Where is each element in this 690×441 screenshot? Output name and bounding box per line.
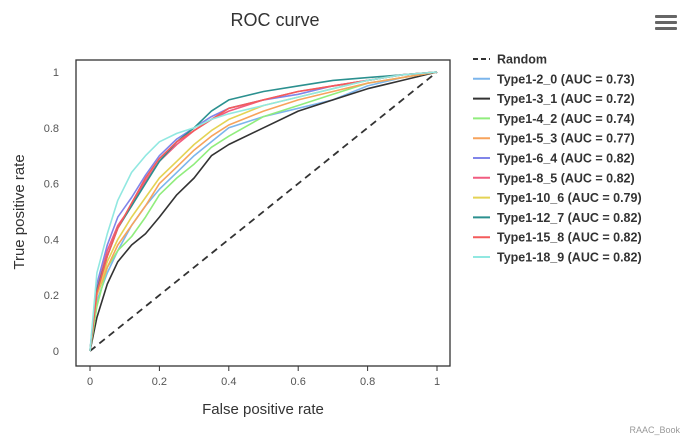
legend-item-5[interactable]: Type1-6_4 (AUC = 0.82): [497, 152, 635, 166]
series-line-1: [89, 71, 438, 352]
credits-label: RAAC_Book: [629, 425, 680, 435]
legend-item-10[interactable]: Type1-18_9 (AUC = 0.82): [497, 251, 642, 265]
y-tick-label: 0: [53, 346, 59, 358]
y-tick-label: 0.2: [44, 290, 59, 302]
legend-item-6[interactable]: Type1-8_5 (AUC = 0.82): [497, 171, 635, 185]
y-tick-label: 0.4: [44, 234, 59, 246]
legend-item-0[interactable]: Random: [497, 53, 547, 67]
series-line-3: [89, 71, 438, 352]
x-axis-title: False positive rate: [202, 401, 324, 418]
chart-menu-button[interactable]: [655, 15, 677, 33]
legend-item-9[interactable]: Type1-15_8 (AUC = 0.82): [497, 231, 642, 245]
series-line-9: [89, 71, 438, 352]
plot-frame: [75, 59, 451, 367]
legend-item-2[interactable]: Type1-3_1 (AUC = 0.72): [497, 92, 635, 106]
chart-title: ROC curve: [230, 10, 319, 30]
series-line-10: [89, 71, 438, 352]
legend-item-7[interactable]: Type1-10_6 (AUC = 0.79): [497, 191, 642, 205]
y-tick-label: 0.8: [44, 123, 59, 135]
series-line-0: [89, 71, 438, 352]
x-tick-label: 0.2: [152, 376, 167, 388]
legend-item-4[interactable]: Type1-5_3 (AUC = 0.77): [497, 132, 635, 146]
series-line-4: [89, 71, 438, 352]
legend-item-8[interactable]: Type1-12_7 (AUC = 0.82): [497, 211, 642, 225]
y-axis-title: True positive rate: [11, 154, 28, 269]
y-tick-label: 0.6: [44, 179, 59, 191]
legend-item-1[interactable]: Type1-2_0 (AUC = 0.73): [497, 72, 635, 86]
menu-icon: [655, 15, 677, 18]
x-tick-label: 0.6: [291, 376, 306, 388]
series-line-2: [89, 71, 438, 352]
y-tick-label: 1: [53, 67, 59, 79]
x-tick-label: 1: [434, 376, 440, 388]
legend-item-3[interactable]: Type1-4_2 (AUC = 0.74): [497, 112, 635, 126]
x-tick-label: 0.8: [360, 376, 375, 388]
x-tick-label: 0.4: [221, 376, 236, 388]
plot-area: 0 0.2 0.4 0.6 0.8 1 0 0.2 0.4 0.6 0.8 1: [44, 59, 451, 388]
legend: Random Type1-2_0 (AUC = 0.73) Type1-3_1 (A…: [473, 53, 642, 265]
x-tick-label: 0: [87, 376, 93, 388]
